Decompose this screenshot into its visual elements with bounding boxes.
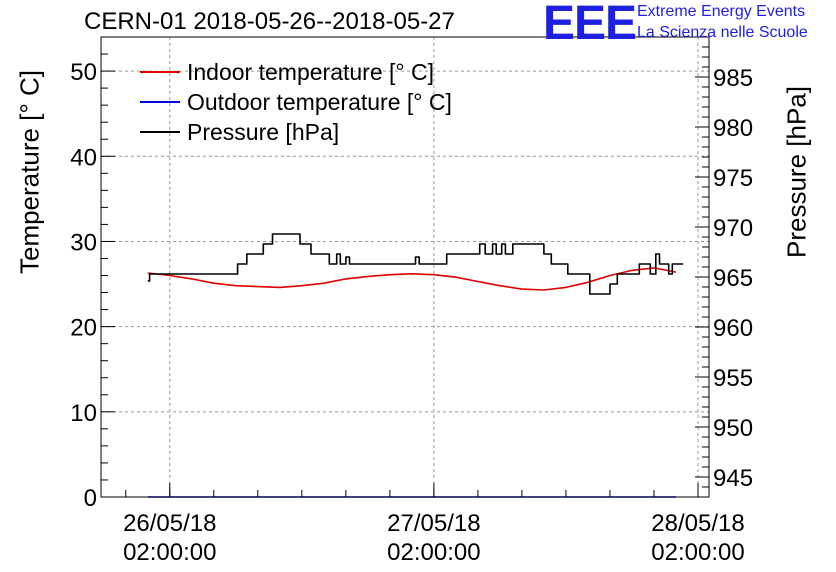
logo-line-2: La Scienza nelle Scuole: [637, 24, 808, 41]
y-tick-label: 40: [70, 144, 97, 171]
x-tick-label-date: 28/05/18: [651, 510, 744, 537]
y2-tick-label: 960: [713, 315, 753, 342]
chart-title: CERN-01 2018-05-26--2018-05-27: [84, 8, 455, 35]
logo-line-1: Extreme Energy Events: [637, 3, 806, 20]
series-line-0: [147, 267, 677, 291]
x-tick-label-time: 02:00:00: [651, 539, 744, 566]
y2-tick-label: 975: [713, 165, 753, 192]
chart-series: [147, 233, 684, 498]
series-line-2: [147, 233, 684, 295]
y-tick-label: 10: [70, 400, 97, 427]
y2-tick-label: 980: [713, 115, 753, 142]
chart-grid: [101, 37, 709, 497]
y2-tick-label: 945: [713, 465, 753, 492]
chart-legend: Indoor temperature [° C] Outdoor temperat…: [140, 59, 452, 145]
x-tick-label-date: 27/05/18: [387, 510, 480, 537]
y2-tick-label: 955: [713, 365, 753, 392]
y-tick-label: 50: [70, 59, 97, 86]
eee-logo-mark: EEE: [543, 0, 637, 50]
y2-tick-label: 985: [713, 65, 753, 92]
axis-ticks: 0 10 20 30 40 50 945 950 955 960 965 970 975 980 985 26…: [70, 36, 753, 566]
x-tick-label-date: 26/05/18: [123, 510, 216, 537]
y-tick-label: 0: [84, 485, 97, 512]
y-axis-label-right: Pressure [hPa]: [781, 86, 812, 258]
legend-label-2: Pressure [hPa]: [187, 119, 339, 145]
y2-tick-label: 970: [713, 215, 753, 242]
legend-label-0: Indoor temperature [° C]: [187, 59, 434, 85]
x-tick-label-time: 02:00:00: [387, 539, 480, 566]
y2-tick-label: 965: [713, 265, 753, 292]
x-tick-label-time: 02:00:00: [123, 539, 216, 566]
plot-frame: [100, 36, 710, 498]
legend-label-1: Outdoor temperature [° C]: [187, 89, 452, 115]
y-tick-label: 20: [70, 315, 97, 342]
y-tick-label: 30: [70, 229, 97, 256]
y-axis-label-left: Temperature [° C]: [14, 69, 45, 275]
y2-tick-label: 950: [713, 415, 753, 442]
